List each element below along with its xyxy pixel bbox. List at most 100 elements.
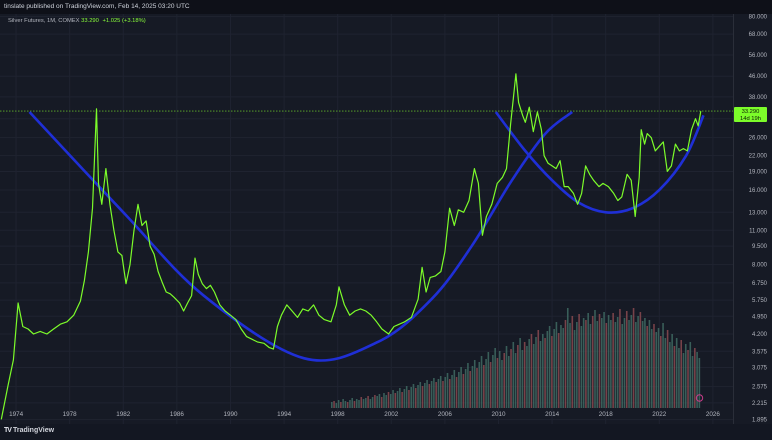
price-tick-label: 2.575 [752,385,768,391]
volume-bar [528,339,530,408]
volume-bar [587,313,589,408]
volume-bar [687,350,689,408]
volume-bar [433,378,435,408]
volume-bar [519,338,521,408]
volume-bar [494,348,496,408]
price-tick-label: 5.750 [752,298,768,304]
volume-bar [594,310,596,408]
volume-bar [669,342,671,408]
volume-bar [596,321,599,408]
year-tick-label: 1974 [9,411,24,418]
volume-bar [410,387,412,408]
volume-bar [444,377,447,408]
volume-bar [655,332,658,408]
volume-bar [544,338,546,408]
volume-bar [473,360,476,408]
volume-bar [616,317,619,408]
volume-bar [530,334,533,408]
volume-bar [498,351,501,408]
event-marker-icon [695,394,704,402]
volume-bar [532,344,535,408]
volume-bar [442,381,444,408]
price-axis[interactable] [733,14,772,424]
volume-bar [378,394,381,408]
price-tick-label: 56.000 [749,53,768,59]
volume-bar [394,393,397,408]
volume-bar [542,334,544,408]
volume-bar [625,311,628,408]
price-tick-label: 22.000 [749,154,768,160]
volume-bar [585,320,587,408]
volume-bar [691,356,694,408]
price-tick-label: 19.000 [749,169,768,175]
year-tick-label: 1982 [116,411,131,418]
volume-bar [439,376,442,408]
price-tick-label: 6.750 [752,281,768,287]
volume-bar [349,400,351,408]
last-price-value: 33.290 [81,18,99,24]
volume-bar [521,350,524,408]
volume-bar [557,333,560,408]
volume-bar [517,345,519,408]
volume-bar [569,323,571,408]
volume-bar [389,394,392,408]
volume-bar [512,342,515,408]
volume-bar [612,313,614,408]
volume-bar [601,318,603,408]
volume-bar [492,355,494,408]
volume-bar [469,371,471,408]
price-tick-label: 4.950 [752,314,768,320]
tv-logo-icon: TV [4,427,12,434]
year-tick-label: 1994 [277,411,292,418]
tradingview-logo[interactable]: TV TradingView [4,427,54,434]
volume-bar [546,331,549,408]
cup-arc-2 [494,111,705,214]
year-tick-label: 1978 [63,411,78,418]
volume-bar [392,390,394,408]
volume-bar [678,348,680,408]
publisher-header: tinslate published on TradingView.com, F… [0,0,772,14]
volume-bar [483,365,485,408]
volume-bar [555,322,558,408]
volume-bar [424,383,426,408]
volume-bar [385,395,388,408]
price-tick-label: 68.000 [749,32,768,38]
year-tick-label: 2014 [545,411,560,418]
year-tick-label: 2022 [652,411,667,418]
price-tick-label: 2.215 [752,401,768,407]
volume-bar [346,402,349,408]
volume-bar [523,342,526,408]
volume-bar [614,322,617,408]
year-tick-label: 1998 [331,411,346,418]
volume-bar [682,353,685,408]
volume-bar [562,328,565,408]
volume-bar [580,326,583,408]
volume-bar [489,362,492,408]
volume-bar [353,401,356,408]
volume-bar [619,309,621,408]
year-tick-label: 2002 [384,411,399,418]
volume-bar [380,397,383,408]
volume-bar [362,399,365,408]
volume-bar [514,353,517,408]
volume-bar [365,398,367,408]
volume-bar [369,399,372,408]
price-change: +1.025 (+3.18%) [102,18,146,24]
year-tick-label: 1990 [223,411,238,418]
volume-bar [417,385,419,408]
volume-bar [462,374,465,408]
volume-bar [657,328,660,408]
volume-bar [480,356,483,408]
year-tick-label: 2006 [438,411,453,418]
volume-bar [689,342,692,408]
volume-bar [476,368,478,408]
footer-bar [0,424,772,440]
symbol-label: Silver Futures, 1M, COMEX [8,18,80,24]
volume-bar [351,398,353,408]
volume-bar [333,401,335,408]
price-tick-label: 11.000 [749,228,768,234]
price-tick-label: 4.200 [752,332,768,338]
volume-bar [526,346,528,408]
volume-bar [664,338,667,408]
volume-bar [623,318,626,408]
